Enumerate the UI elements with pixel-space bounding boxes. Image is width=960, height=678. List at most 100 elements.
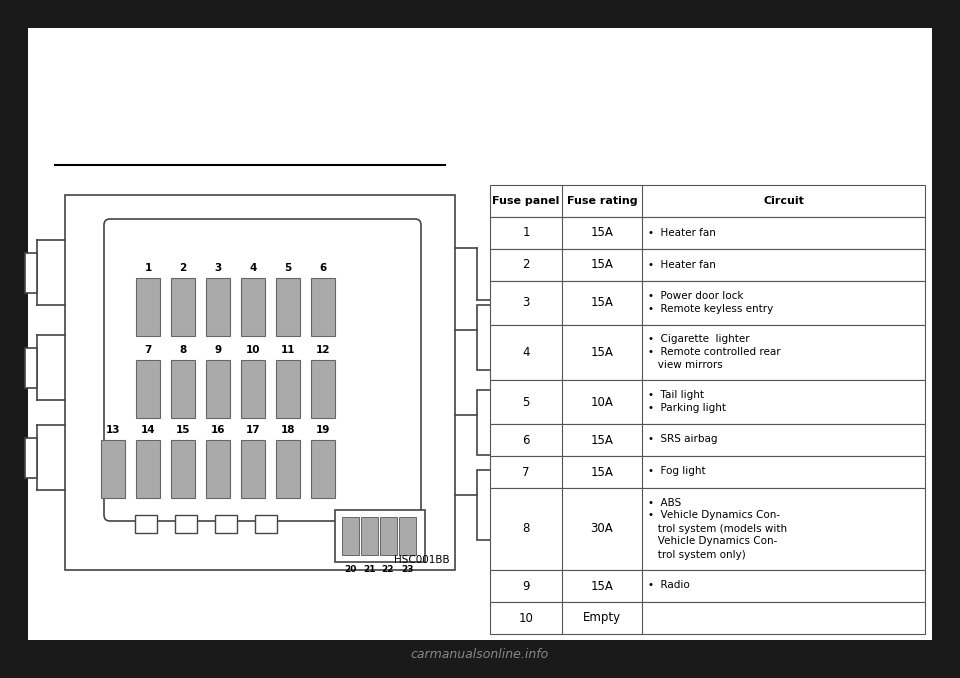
Text: 18: 18 [280, 425, 296, 435]
Bar [25, 253, 37, 293]
Text: 15A: 15A [590, 258, 613, 271]
Bar [206, 440, 230, 498]
Text: 8: 8 [522, 523, 530, 536]
Bar [206, 278, 230, 336]
Bar [380, 517, 397, 555]
Text: 15: 15 [176, 425, 190, 435]
Text: 3: 3 [214, 263, 222, 273]
Text: 15A: 15A [590, 346, 613, 359]
Bar [490, 424, 925, 456]
Text: •  Remote controlled rear: • Remote controlled rear [648, 347, 780, 357]
Text: 11: 11 [280, 345, 296, 355]
Text: •  Heater fan: • Heater fan [648, 260, 716, 269]
Bar [136, 360, 160, 418]
Bar [171, 278, 195, 336]
Text: •  SRS airbag: • SRS airbag [648, 435, 717, 445]
Text: 2: 2 [522, 258, 530, 271]
Text: carmanualsonline.info: carmanualsonline.info [411, 648, 549, 662]
Text: 30A: 30A [590, 523, 613, 536]
Text: 15A: 15A [590, 226, 613, 239]
Bar [171, 440, 195, 498]
Bar [490, 281, 925, 325]
Text: 15A: 15A [590, 580, 613, 593]
Bar [490, 488, 925, 570]
Text: 22: 22 [382, 565, 395, 574]
Text: 6: 6 [320, 263, 326, 273]
Text: 13: 13 [106, 425, 120, 435]
Bar [25, 438, 37, 478]
Bar [490, 380, 925, 424]
Text: trol system (models with: trol system (models with [648, 523, 787, 534]
Bar [171, 360, 195, 418]
Text: 10A: 10A [590, 395, 613, 409]
Text: HSC001BB: HSC001BB [395, 555, 450, 565]
Text: 9: 9 [214, 345, 222, 355]
Bar [342, 517, 359, 555]
Bar [490, 570, 925, 602]
Text: 8: 8 [180, 345, 186, 355]
Text: Fuse rating: Fuse rating [566, 196, 637, 206]
Bar [311, 278, 335, 336]
Text: Fuse panel: Fuse panel [492, 196, 560, 206]
Text: 5: 5 [284, 263, 292, 273]
Text: 5: 5 [522, 395, 530, 409]
Text: 4: 4 [522, 346, 530, 359]
Text: 21: 21 [363, 565, 375, 574]
Bar [311, 360, 335, 418]
Text: 9: 9 [522, 580, 530, 593]
Bar [206, 360, 230, 418]
Bar [136, 440, 160, 498]
Bar [136, 278, 160, 336]
Bar [490, 456, 925, 488]
Text: trol system only): trol system only) [648, 549, 746, 559]
Text: Empty: Empty [583, 612, 621, 624]
Bar [101, 440, 125, 498]
Bar [399, 517, 416, 555]
Text: •  Vehicle Dynamics Con-: • Vehicle Dynamics Con- [648, 511, 780, 521]
Text: •  Cigarette  lighter: • Cigarette lighter [648, 334, 750, 344]
Bar [241, 360, 265, 418]
Text: 16: 16 [211, 425, 226, 435]
Bar [255, 515, 277, 533]
Text: •  Power door lock: • Power door lock [648, 291, 743, 301]
Bar [276, 440, 300, 498]
Text: 12: 12 [316, 345, 330, 355]
Bar [276, 278, 300, 336]
Bar [241, 440, 265, 498]
Bar [490, 249, 925, 281]
Bar [215, 515, 237, 533]
Text: 14: 14 [141, 425, 156, 435]
Text: •  Tail light: • Tail light [648, 390, 704, 400]
Text: 7: 7 [144, 345, 152, 355]
Text: 4: 4 [250, 263, 256, 273]
Bar [490, 217, 925, 249]
Text: •  Radio: • Radio [648, 580, 689, 591]
Text: •  Heater fan: • Heater fan [648, 228, 716, 237]
Text: 15A: 15A [590, 466, 613, 479]
Text: 1: 1 [522, 226, 530, 239]
Text: Circuit: Circuit [763, 196, 804, 206]
Bar [175, 515, 197, 533]
Bar [311, 440, 335, 498]
Text: •  Fog light: • Fog light [648, 466, 706, 477]
Text: 6: 6 [522, 433, 530, 447]
Bar [25, 348, 37, 388]
Text: •  Parking light: • Parking light [648, 403, 726, 413]
Text: 20: 20 [344, 565, 356, 574]
Text: 17: 17 [246, 425, 260, 435]
Bar [65, 195, 455, 570]
Text: 10: 10 [518, 612, 534, 624]
Text: 7: 7 [522, 466, 530, 479]
Bar [477, 390, 532, 455]
Bar [490, 602, 925, 634]
Bar [276, 360, 300, 418]
Bar [241, 278, 265, 336]
Bar [361, 517, 378, 555]
Bar [477, 470, 532, 540]
Text: 19: 19 [316, 425, 330, 435]
Text: 1: 1 [144, 263, 152, 273]
Text: view mirrors: view mirrors [648, 360, 723, 370]
Bar [477, 305, 532, 370]
FancyBboxPatch shape [104, 219, 421, 521]
Text: Vehicle Dynamics Con-: Vehicle Dynamics Con- [648, 536, 778, 546]
